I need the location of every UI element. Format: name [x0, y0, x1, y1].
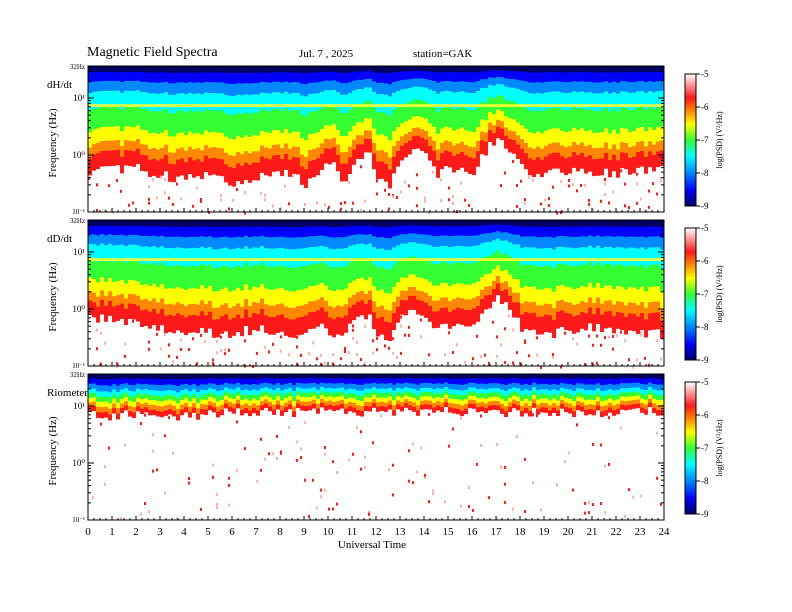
x-tick-label: 19: [539, 526, 551, 538]
y-tick-label: 10¹: [73, 93, 85, 103]
colorbar-tick-label: -9: [701, 355, 709, 365]
colorbar-tick-label: -7: [701, 135, 709, 145]
x-tick-label: 24: [659, 526, 671, 538]
x-tick-label: 15: [443, 526, 455, 538]
x-tick-label: 22: [611, 526, 622, 538]
x-tick-label: 20: [563, 526, 575, 538]
x-tick-label: 17: [491, 526, 503, 538]
x-tick-label: 4: [181, 526, 187, 538]
panel-1: 10⁻¹ 10⁰ 10¹ 32Hz dH/dt Frequency (Hz) -9 -8 -7 -…: [47, 63, 724, 216]
colorbar-tick-label: -8: [701, 476, 709, 486]
colorbar-tick-label: -5: [701, 223, 709, 233]
x-tick-label: 0: [85, 526, 91, 538]
colorbar-tick-label: -9: [701, 201, 709, 211]
x-tick-label: 9: [301, 526, 307, 538]
x-tick-label: 11: [347, 526, 358, 538]
colorbar-tick-label: -5: [701, 377, 709, 387]
spectrogram: [88, 220, 664, 369]
colorbar-tick-label: -5: [701, 69, 709, 79]
x-tick-label: 2: [133, 526, 139, 538]
y-tick-label: 10¹: [73, 401, 85, 411]
x-tick-label: 12: [371, 526, 382, 538]
y-tick-label: 32Hz: [70, 217, 85, 225]
y-tick-label: 10⁻¹: [72, 516, 85, 524]
y-tick-label: 10⁰: [72, 150, 85, 160]
panel-label: dD/dt: [47, 233, 72, 245]
x-tick-label: 3: [157, 526, 163, 538]
figure-title: Magnetic Field Spectra: [87, 45, 218, 60]
panel-label: dH/dt: [47, 79, 72, 91]
y-axis-label: Frequency (Hz): [47, 416, 59, 486]
x-tick-label: 21: [587, 526, 598, 538]
spectrogram: [88, 66, 664, 215]
colorbar-tick-label: -6: [701, 102, 709, 112]
colorbar-label: log(PSD) (V²/Hz): [715, 265, 724, 323]
station-label: station=GAK: [413, 48, 473, 60]
colorbar-tick-label: -9: [701, 509, 709, 519]
colorbar: [684, 227, 697, 361]
colorbar: [684, 381, 697, 515]
colorbar-label: log(PSD) (V²/Hz): [715, 111, 724, 169]
colorbar-tick-label: -7: [701, 443, 709, 453]
x-tick-label: 23: [635, 526, 647, 538]
y-tick-label: 10⁰: [72, 304, 85, 314]
x-tick-label: 8: [277, 526, 283, 538]
colorbar-tick-label: -6: [701, 256, 709, 266]
x-tick-label: 7: [253, 526, 259, 538]
y-tick-label: 32Hz: [70, 63, 85, 71]
y-tick-label: 10⁻¹: [72, 362, 85, 370]
panel-3: 10⁻¹ 10⁰ 10¹ 32Hz Riometer Frequency (Hz) -9 -8…: [47, 371, 724, 524]
colorbar-tick-label: -7: [701, 289, 709, 299]
panel-2: 10⁻¹ 10⁰ 10¹ 32Hz dD/dt Frequency (Hz) -9 -8 -7 -…: [47, 217, 724, 370]
x-tick-label: 5: [205, 526, 211, 538]
x-tick-label: 10: [323, 526, 335, 538]
colorbar: [684, 73, 697, 207]
x-tick-label: 6: [229, 526, 235, 538]
x-tick-label: 16: [467, 526, 479, 538]
y-tick-label: 10⁰: [72, 458, 85, 468]
x-tick-label: 14: [419, 526, 431, 538]
y-tick-label: 10¹: [73, 247, 85, 257]
y-axis-label: Frequency (Hz): [47, 108, 59, 178]
y-tick-label: 10⁻¹: [72, 208, 85, 216]
colorbar-label: log(PSD) (V²/Hz): [715, 419, 724, 477]
panel-label: Riometer: [47, 387, 88, 399]
x-tick-label: 18: [515, 526, 527, 538]
colorbar-tick-label: -8: [701, 322, 709, 332]
spectrogram: [88, 374, 664, 521]
x-tick-label: 13: [395, 526, 407, 538]
y-axis-label: Frequency (Hz): [47, 262, 59, 332]
x-axis-label: Universal Time: [338, 539, 406, 551]
y-tick-label: 32Hz: [70, 371, 85, 379]
colorbar-tick-label: -8: [701, 168, 709, 178]
colorbar-tick-label: -6: [701, 410, 709, 420]
date-label: Jul. 7 , 2025: [299, 48, 354, 60]
x-tick-label: 1: [109, 526, 115, 538]
